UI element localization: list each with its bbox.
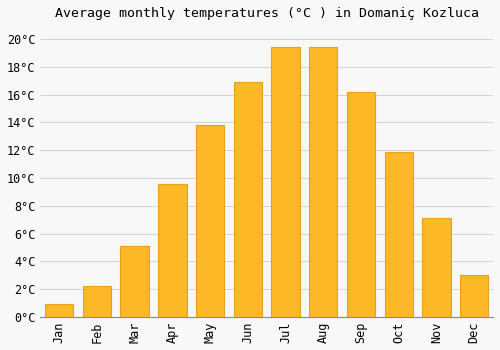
Bar bbox=[384, 152, 413, 317]
Bar bbox=[196, 125, 224, 317]
Bar bbox=[347, 92, 375, 317]
Title: Average monthly temperatures (°C ) in Domaniç Kozluca: Average monthly temperatures (°C ) in Do… bbox=[54, 7, 478, 20]
Bar bbox=[272, 48, 299, 317]
Bar bbox=[120, 246, 149, 317]
Bar bbox=[45, 304, 74, 317]
Bar bbox=[158, 183, 186, 317]
Bar bbox=[422, 218, 450, 317]
Bar bbox=[460, 275, 488, 317]
Bar bbox=[309, 48, 338, 317]
Bar bbox=[234, 82, 262, 317]
Bar bbox=[83, 286, 111, 317]
